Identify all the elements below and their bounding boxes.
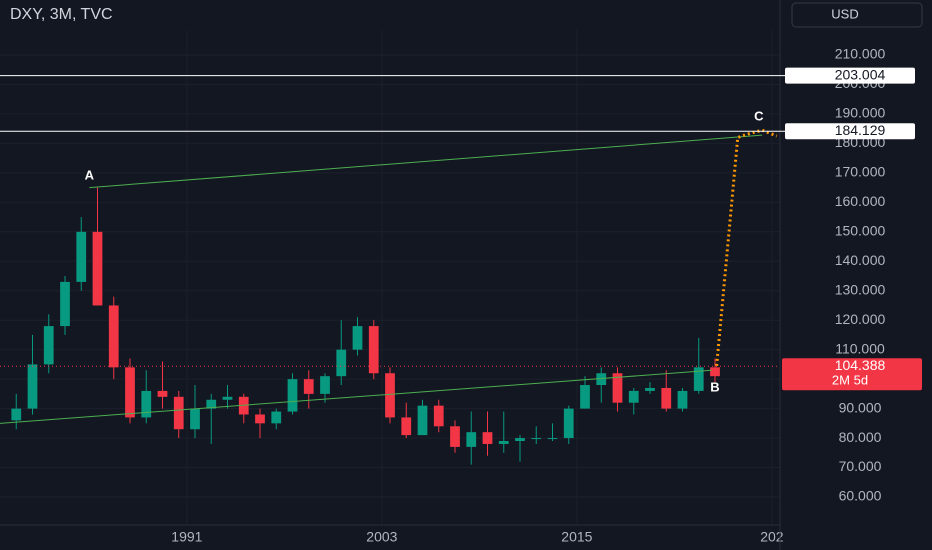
candle-body (710, 367, 720, 377)
candle-body (531, 438, 542, 440)
candle-body (352, 326, 363, 350)
candle-body (433, 405, 444, 427)
last-price-label: 104.388 (835, 357, 886, 373)
y-tick-label: 120.000 (835, 311, 886, 327)
candle-body (206, 399, 217, 409)
y-tick-label: 190.000 (835, 105, 886, 121)
candle-body (27, 364, 38, 409)
candle-body (693, 367, 704, 391)
y-tick-label: 90.000 (839, 399, 882, 415)
x-tick-label: 202 (760, 529, 784, 545)
candle-body (287, 379, 298, 412)
y-tick-label: 130.000 (835, 281, 886, 297)
candle-body (417, 405, 428, 436)
candle-body (563, 408, 574, 439)
candle-body (157, 390, 168, 397)
candle-body (612, 373, 623, 403)
level-label-box (785, 67, 915, 84)
candle-body (43, 326, 54, 365)
projection-path (715, 128, 778, 367)
level-label-box (785, 123, 915, 140)
y-tick-label: 170.000 (835, 164, 886, 180)
candle-body (92, 231, 103, 306)
x-tick-label: 2015 (561, 529, 592, 545)
candle-body (303, 379, 314, 394)
candle-body (271, 411, 282, 424)
trendline (0, 369, 712, 424)
candle-body (385, 373, 395, 418)
y-tick-label: 140.000 (835, 252, 886, 268)
candle-body (255, 414, 265, 424)
y-tick-label: 80.000 (839, 429, 882, 445)
wave-label: C (754, 108, 764, 123)
y-tick-label: 150.000 (835, 223, 886, 239)
countdown: 2M 5d (832, 373, 868, 388)
candle-body (320, 376, 330, 394)
candle-body (141, 390, 152, 418)
candle-body (515, 438, 525, 442)
candle-body (580, 385, 590, 409)
candle-body (125, 367, 135, 418)
candle-body (173, 396, 184, 430)
candle-body (661, 387, 672, 409)
currency[interactable]: USD (831, 6, 858, 21)
candle-body (450, 426, 460, 447)
candle-body (596, 373, 607, 386)
candle-body (677, 390, 688, 409)
candle-body (498, 441, 509, 444)
wave-label: A (85, 167, 95, 182)
x-tick-label: 1991 (171, 529, 202, 545)
y-tick-label: 60.000 (839, 488, 882, 504)
last-price-box (782, 358, 922, 391)
trendline (89, 134, 763, 189)
candle-body (547, 438, 558, 440)
wave-label: B (710, 379, 719, 394)
candle-body (628, 390, 639, 403)
candle-body (466, 432, 477, 447)
candle-body (11, 408, 22, 421)
candle-body (190, 408, 200, 430)
candle-body (336, 349, 347, 377)
currency-button[interactable] (791, 2, 923, 28)
y-tick-label: 110.000 (835, 340, 885, 356)
candle-body (76, 231, 87, 282)
candle-body (482, 432, 493, 444)
candle-body (60, 281, 70, 327)
y-tick-label: 70.000 (839, 458, 882, 474)
candle-body (222, 396, 233, 400)
level-label: 184.129 (835, 122, 886, 138)
level-label: 203.004 (835, 66, 886, 82)
y-tick-label: 210.000 (835, 46, 886, 62)
candle-body (368, 326, 379, 374)
candle-body (108, 305, 119, 368)
candle-body (645, 387, 655, 391)
x-tick-label: 2003 (366, 529, 397, 545)
y-tick-label: 160.000 (835, 193, 886, 209)
candle-body (401, 417, 412, 436)
chart-title: DXY, 3M, TVC (10, 6, 113, 23)
